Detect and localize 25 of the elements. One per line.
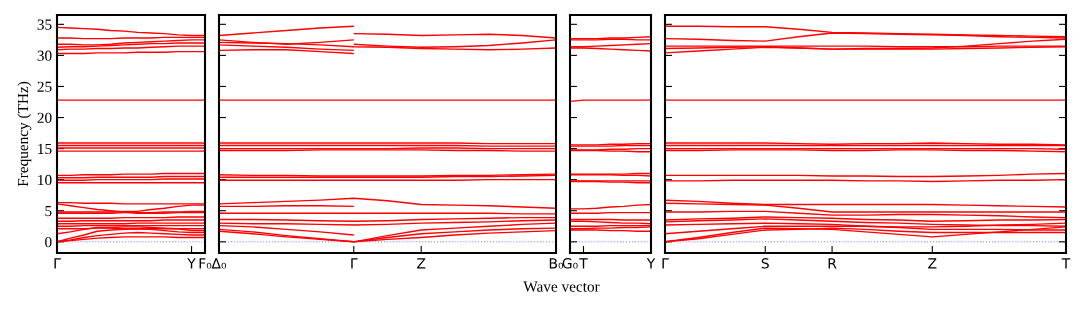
x-tick-label: S xyxy=(761,258,769,269)
x-tick-label: Y xyxy=(646,258,656,269)
y-tick-label: 15 xyxy=(38,143,52,155)
y-tick-label: 35 xyxy=(37,19,52,30)
x-tick-label: Y xyxy=(187,258,196,269)
y-tick-label: 25 xyxy=(37,81,52,92)
x-axis-title: Wave vector xyxy=(523,281,600,292)
x-tick-label: R xyxy=(828,258,837,269)
x-tick-label: Δ₀ xyxy=(211,258,227,269)
x-tick-label: Γ xyxy=(662,258,669,269)
y-tick-label: 30 xyxy=(37,50,52,61)
x-tick-label: B₀ xyxy=(549,258,564,269)
x-tick-label: T xyxy=(1061,258,1071,269)
x-tick-label: Γ xyxy=(54,258,61,269)
x-tick-label: Γ xyxy=(351,258,358,269)
y-tick-label: 10 xyxy=(38,174,52,186)
y-axis-title: Frequency (THz) xyxy=(17,81,32,187)
x-tick-label: G₀ xyxy=(562,258,578,269)
y-tick-label: 5 xyxy=(45,206,52,217)
y-tick-label: 20 xyxy=(37,112,52,123)
x-tick-label: Z xyxy=(417,258,426,269)
y-tick-label: 0 xyxy=(45,236,52,248)
x-tick-label: F₀ xyxy=(199,258,212,269)
x-tick-label: Z xyxy=(928,258,937,269)
x-tick-label: T xyxy=(579,258,588,269)
